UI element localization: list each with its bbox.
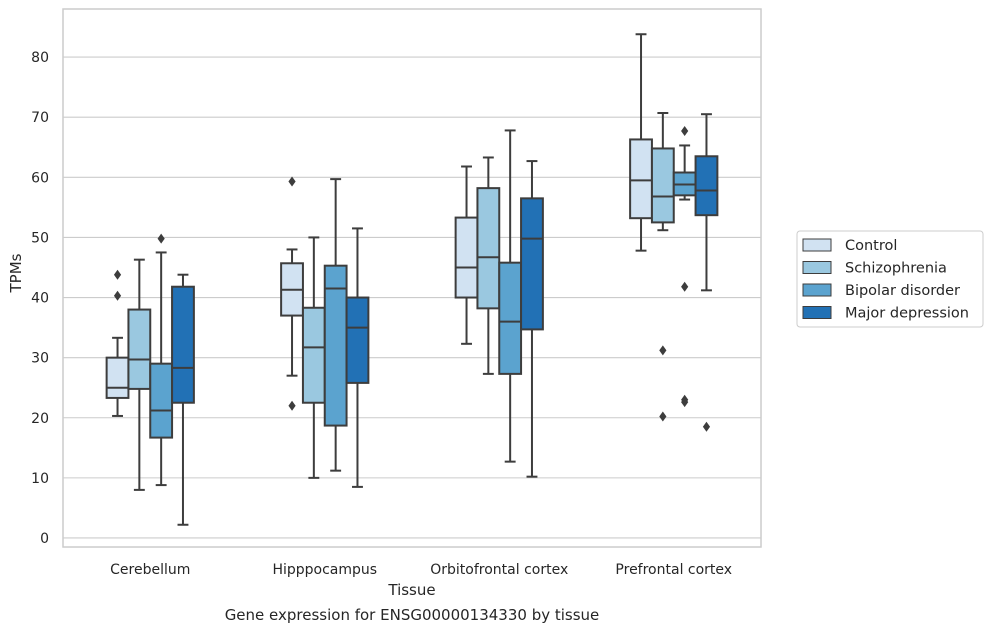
box bbox=[323, 264, 348, 427]
legend-label: Bipolar disorder bbox=[845, 283, 960, 299]
y-tick-label: 30 bbox=[31, 351, 49, 367]
box bbox=[650, 147, 675, 224]
y-axis-title: TPMs bbox=[7, 253, 25, 293]
legend-swatch bbox=[802, 238, 832, 252]
y-tick-label: 50 bbox=[31, 230, 49, 246]
box-2-0 bbox=[454, 165, 479, 345]
outlier-point bbox=[659, 411, 667, 422]
box-3-0 bbox=[629, 33, 653, 252]
outlier-point bbox=[681, 397, 689, 408]
legend-swatch bbox=[802, 261, 832, 274]
box-2-3 bbox=[520, 160, 544, 478]
outlier-point bbox=[288, 176, 296, 187]
box-3-1 bbox=[650, 111, 675, 422]
y-axis: 0 10 20 30 40 50 60 70 80 bbox=[31, 50, 49, 547]
x-tick-label: Cerebellum bbox=[110, 562, 190, 578]
box-1-3 bbox=[345, 227, 370, 488]
outlier-point bbox=[113, 290, 122, 301]
box-0-3 bbox=[171, 273, 195, 526]
box bbox=[149, 362, 174, 439]
box-1-1 bbox=[301, 236, 326, 479]
box bbox=[345, 296, 370, 384]
y-tick-label: 70 bbox=[31, 110, 49, 126]
x-tick-label: Prefrontal cortex bbox=[615, 562, 732, 578]
box-3-3 bbox=[694, 113, 719, 432]
box bbox=[520, 197, 544, 331]
outlier-point bbox=[702, 421, 711, 432]
y-tick-label: 80 bbox=[31, 50, 49, 66]
plot-frame bbox=[62, 8, 762, 548]
outlier-point bbox=[659, 345, 667, 356]
y-tick-label: 60 bbox=[31, 170, 49, 186]
x-tick-label: Hipppocampus bbox=[272, 562, 377, 578]
box bbox=[694, 155, 719, 217]
box bbox=[171, 285, 195, 404]
box-groups bbox=[105, 33, 719, 526]
box-3-2 bbox=[672, 126, 697, 408]
x-axis: Cerebellum Hipppocampus Orbitofrontal cort… bbox=[110, 562, 732, 578]
box bbox=[105, 356, 130, 399]
legend: Control Schizophrenia Bipolar disorder Majo… bbox=[796, 230, 984, 328]
grid bbox=[63, 56, 761, 539]
box bbox=[476, 187, 501, 310]
x-tick-label: Orbitofrontal cortex bbox=[430, 562, 568, 578]
box-2-2 bbox=[498, 129, 523, 463]
box-0-2 bbox=[149, 233, 174, 487]
box-1-2 bbox=[323, 178, 348, 472]
outlier-point bbox=[113, 269, 122, 280]
box-2-1 bbox=[476, 156, 501, 375]
legend-label: Schizophrenia bbox=[845, 261, 947, 277]
y-tick-label: 40 bbox=[31, 291, 49, 307]
box-0-1 bbox=[127, 258, 152, 491]
outlier-point bbox=[157, 233, 165, 244]
box-0-0 bbox=[105, 269, 130, 417]
outlier-point bbox=[288, 400, 296, 411]
plot-border bbox=[62, 8, 762, 548]
x-axis-title: Tissue bbox=[387, 581, 435, 599]
box bbox=[629, 138, 653, 220]
legend-swatch bbox=[802, 306, 832, 319]
legend-label: Major depression bbox=[845, 306, 969, 322]
y-tick-label: 10 bbox=[31, 471, 49, 487]
y-tick-label: 20 bbox=[31, 411, 49, 427]
box bbox=[498, 261, 523, 375]
legend-box bbox=[796, 230, 984, 328]
legend-swatch bbox=[802, 283, 832, 297]
box-1-0 bbox=[280, 176, 304, 411]
box bbox=[301, 306, 326, 404]
y-tick-label: 0 bbox=[40, 531, 49, 547]
outlier-point bbox=[681, 126, 689, 137]
legend-label: Control bbox=[845, 238, 897, 254]
box bbox=[454, 216, 479, 299]
box bbox=[127, 308, 152, 390]
outlier-point bbox=[681, 281, 689, 292]
figure-caption: Gene expression for ENSG00000134330 by t… bbox=[224, 606, 600, 624]
